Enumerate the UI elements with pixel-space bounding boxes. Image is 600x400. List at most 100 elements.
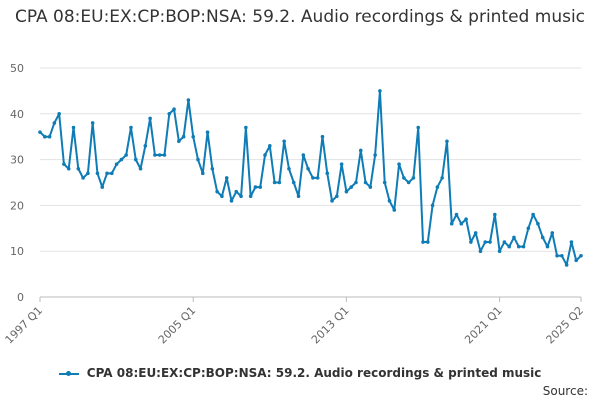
data-point[interactable] <box>86 171 90 176</box>
data-point[interactable] <box>315 176 320 180</box>
data-point[interactable] <box>42 134 47 139</box>
data-point[interactable] <box>330 199 334 203</box>
data-point[interactable] <box>402 176 406 180</box>
data-point[interactable] <box>205 130 210 134</box>
data-point[interactable] <box>488 240 492 244</box>
data-point[interactable] <box>569 240 574 244</box>
data-point[interactable] <box>124 153 128 157</box>
data-point[interactable] <box>550 231 555 235</box>
data-point[interactable] <box>210 166 215 171</box>
data-point[interactable] <box>368 185 373 189</box>
data-point[interactable] <box>138 166 143 171</box>
data-point[interactable] <box>38 130 42 134</box>
data-point[interactable] <box>406 180 411 185</box>
data-point[interactable] <box>52 121 57 125</box>
data-point[interactable] <box>272 180 277 185</box>
data-point[interactable] <box>157 153 162 157</box>
data-point[interactable] <box>47 134 52 139</box>
data-point[interactable] <box>143 144 148 148</box>
data-point[interactable] <box>536 221 540 226</box>
data-point[interactable] <box>244 125 248 130</box>
data-point[interactable] <box>373 153 377 157</box>
data-point[interactable] <box>349 185 353 189</box>
data-point[interactable] <box>545 244 550 249</box>
data-point[interactable] <box>114 162 119 166</box>
data-point[interactable] <box>469 240 473 244</box>
data-point[interactable] <box>430 203 435 208</box>
data-point[interactable] <box>378 89 382 93</box>
data-point[interactable] <box>268 144 272 148</box>
data-point[interactable] <box>301 153 306 157</box>
data-point[interactable] <box>76 166 81 171</box>
data-point[interactable] <box>507 244 511 249</box>
data-point[interactable] <box>564 263 569 267</box>
data-point[interactable] <box>449 221 454 226</box>
data-point[interactable] <box>382 180 387 185</box>
data-point[interactable] <box>445 139 449 144</box>
data-point[interactable] <box>287 166 291 171</box>
data-point[interactable] <box>200 171 205 176</box>
data-point[interactable] <box>119 157 124 162</box>
data-point[interactable] <box>100 185 105 189</box>
data-point[interactable] <box>440 176 444 180</box>
data-point[interactable] <box>493 212 497 217</box>
data-point[interactable] <box>177 139 181 144</box>
data-point[interactable] <box>363 180 368 185</box>
data-point[interactable] <box>172 107 176 112</box>
data-point[interactable] <box>62 162 66 166</box>
data-point[interactable] <box>435 185 440 189</box>
data-point[interactable] <box>258 185 263 189</box>
data-point[interactable] <box>181 134 186 139</box>
data-point[interactable] <box>497 249 502 253</box>
data-point[interactable] <box>220 194 224 199</box>
data-point[interactable] <box>167 112 172 116</box>
data-point[interactable] <box>454 212 459 217</box>
legend[interactable]: CPA 08:EU:EX:CP:BOP:NSA: 59.2. Audio rec… <box>0 366 600 380</box>
data-point[interactable] <box>478 249 483 253</box>
data-point[interactable] <box>153 153 157 157</box>
data-point[interactable] <box>191 134 196 139</box>
data-point[interactable] <box>105 171 109 176</box>
data-point[interactable] <box>133 157 138 162</box>
data-point[interactable] <box>129 125 133 130</box>
data-point[interactable] <box>325 171 330 176</box>
data-point[interactable] <box>148 116 152 121</box>
data-point[interactable] <box>464 217 468 221</box>
data-point[interactable] <box>560 253 564 258</box>
data-point[interactable] <box>392 208 397 212</box>
data-point[interactable] <box>521 244 526 249</box>
data-point[interactable] <box>526 226 531 231</box>
data-point[interactable] <box>277 180 282 185</box>
data-point[interactable] <box>344 189 349 194</box>
data-point[interactable] <box>282 139 286 144</box>
data-point[interactable] <box>296 194 301 199</box>
data-point[interactable] <box>425 240 430 244</box>
data-point[interactable] <box>234 189 239 194</box>
data-point[interactable] <box>306 166 310 171</box>
data-point[interactable] <box>397 162 401 166</box>
data-point[interactable] <box>540 235 545 240</box>
data-point[interactable] <box>483 240 488 244</box>
data-point[interactable] <box>354 180 358 185</box>
data-point[interactable] <box>66 166 71 171</box>
data-point[interactable] <box>339 162 344 166</box>
data-point[interactable] <box>253 185 258 189</box>
data-point[interactable] <box>421 240 425 244</box>
data-point[interactable] <box>358 148 363 153</box>
data-point[interactable] <box>335 194 339 199</box>
data-point[interactable] <box>57 112 61 116</box>
data-point[interactable] <box>555 253 559 258</box>
data-point[interactable] <box>502 240 507 244</box>
data-point[interactable] <box>263 153 267 157</box>
data-point[interactable] <box>90 121 95 125</box>
data-point[interactable] <box>411 176 416 180</box>
data-point[interactable] <box>186 98 191 102</box>
data-point[interactable] <box>311 176 315 180</box>
data-point[interactable] <box>239 194 243 199</box>
data-point[interactable] <box>215 189 219 194</box>
data-point[interactable] <box>81 176 85 180</box>
data-point[interactable] <box>531 212 535 217</box>
data-point[interactable] <box>196 157 200 162</box>
data-point[interactable] <box>110 171 114 176</box>
data-point[interactable] <box>291 180 296 185</box>
